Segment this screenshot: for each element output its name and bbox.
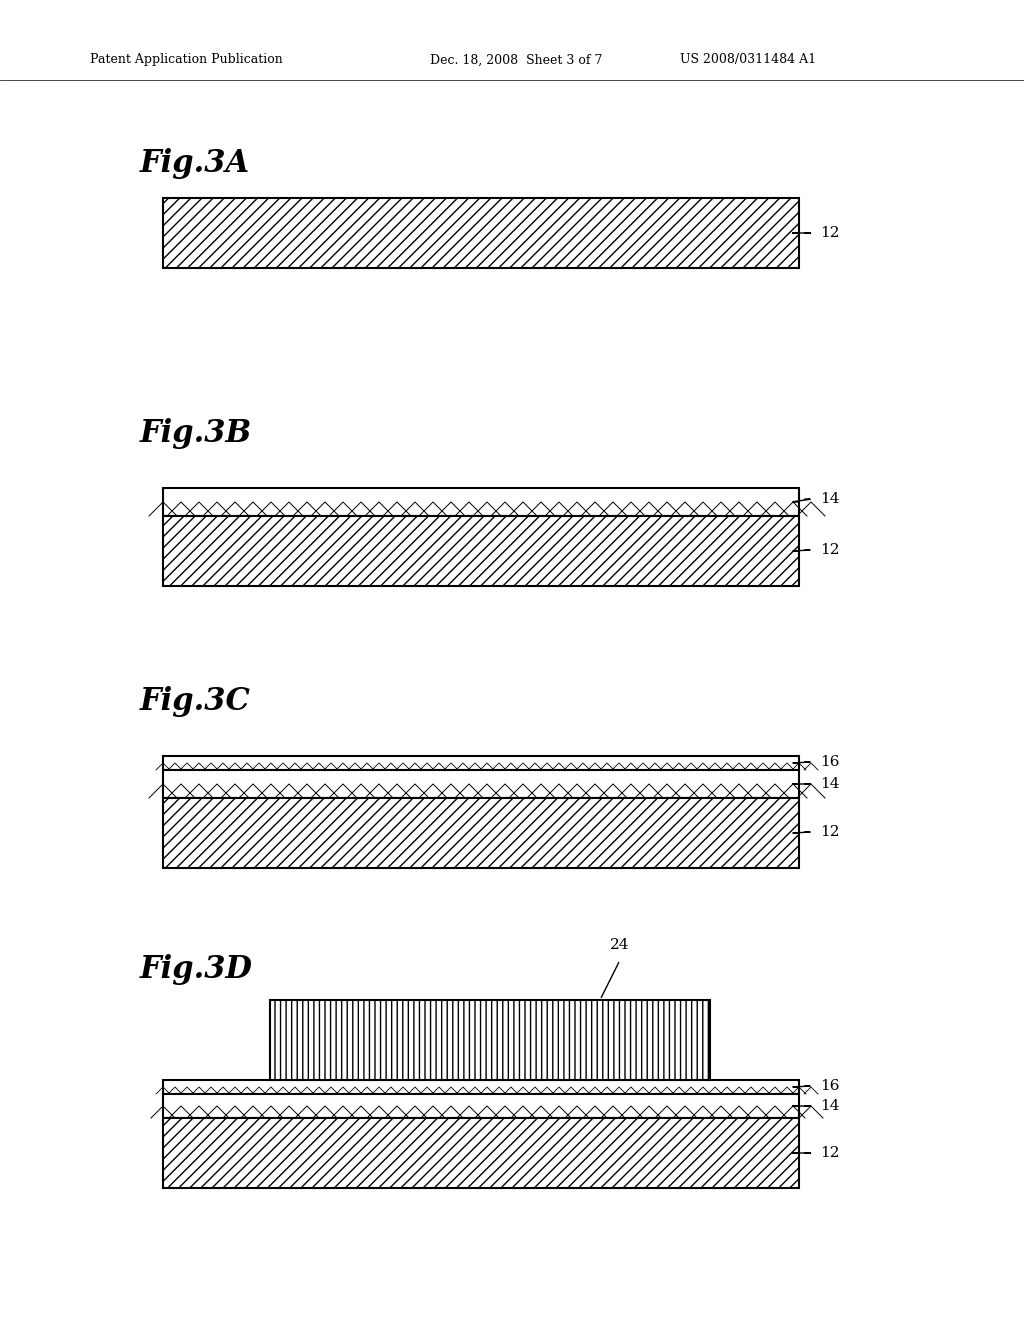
Text: 16: 16 (820, 1078, 840, 1093)
Bar (163, 1094, 799, 1118)
Bar (163, 770, 799, 799)
Bar (163, 198, 799, 268)
Text: Fig.3A: Fig.3A (140, 148, 250, 180)
Text: 12: 12 (820, 226, 840, 240)
Text: Fig.3D: Fig.3D (140, 954, 253, 985)
Text: 12: 12 (820, 1146, 840, 1160)
Bar (163, 488, 799, 516)
Text: Fig.3C: Fig.3C (140, 686, 251, 717)
Text: 14: 14 (820, 1100, 840, 1113)
Text: 14: 14 (820, 492, 840, 506)
Text: 24: 24 (610, 939, 630, 952)
Text: Patent Application Publication: Patent Application Publication (90, 54, 283, 66)
Text: 16: 16 (820, 755, 840, 770)
Text: 12: 12 (820, 825, 840, 840)
Text: US 2008/0311484 A1: US 2008/0311484 A1 (680, 54, 816, 66)
Text: Fig.3B: Fig.3B (140, 418, 252, 449)
Text: 14: 14 (820, 777, 840, 791)
Bar (270, 1001, 710, 1080)
Text: Dec. 18, 2008  Sheet 3 of 7: Dec. 18, 2008 Sheet 3 of 7 (430, 54, 602, 66)
Bar (163, 1080, 799, 1094)
Text: 12: 12 (820, 543, 840, 557)
Bar (163, 516, 799, 586)
Bar (163, 756, 799, 770)
Bar (163, 1118, 799, 1188)
Bar (163, 799, 799, 869)
